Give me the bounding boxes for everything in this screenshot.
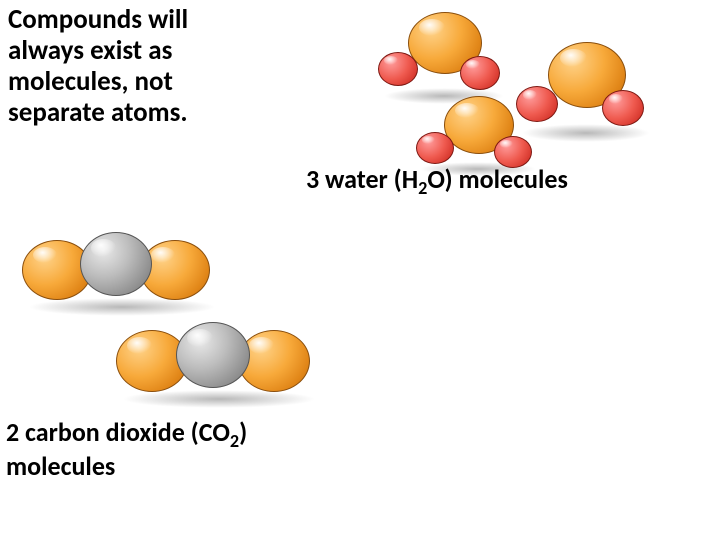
compounds-heading: Compounds will always exist as molecules…: [8, 4, 248, 128]
water-caption-pre: 3 water (H: [306, 163, 418, 195]
water-shadow-1: [522, 124, 650, 142]
co2-shadow-0: [28, 298, 216, 316]
co2-caption-pre: 2 carbon dioxide (CO: [6, 416, 230, 448]
co2-carbon-atom-1: [176, 322, 250, 388]
water-hydrogen-atom-1-a: [516, 86, 558, 122]
water-caption: 3 water (H2O) molecules: [306, 163, 568, 199]
co2-shadow-1: [122, 390, 316, 408]
co2-carbon-atom-0: [80, 232, 152, 296]
water-caption-sub: 2: [418, 177, 427, 199]
water-hydrogen-atom-1-b: [602, 90, 644, 126]
co2-caption-sub: 2: [230, 430, 239, 452]
water-hydrogen-atom-0-b: [460, 56, 500, 90]
water-hydrogen-atom-0-a: [378, 52, 418, 86]
water-hydrogen-atom-2-a: [416, 132, 454, 164]
co2-caption: 2 carbon dioxide (CO2) molecules: [6, 418, 336, 482]
water-caption-post: O) molecules: [427, 163, 567, 195]
